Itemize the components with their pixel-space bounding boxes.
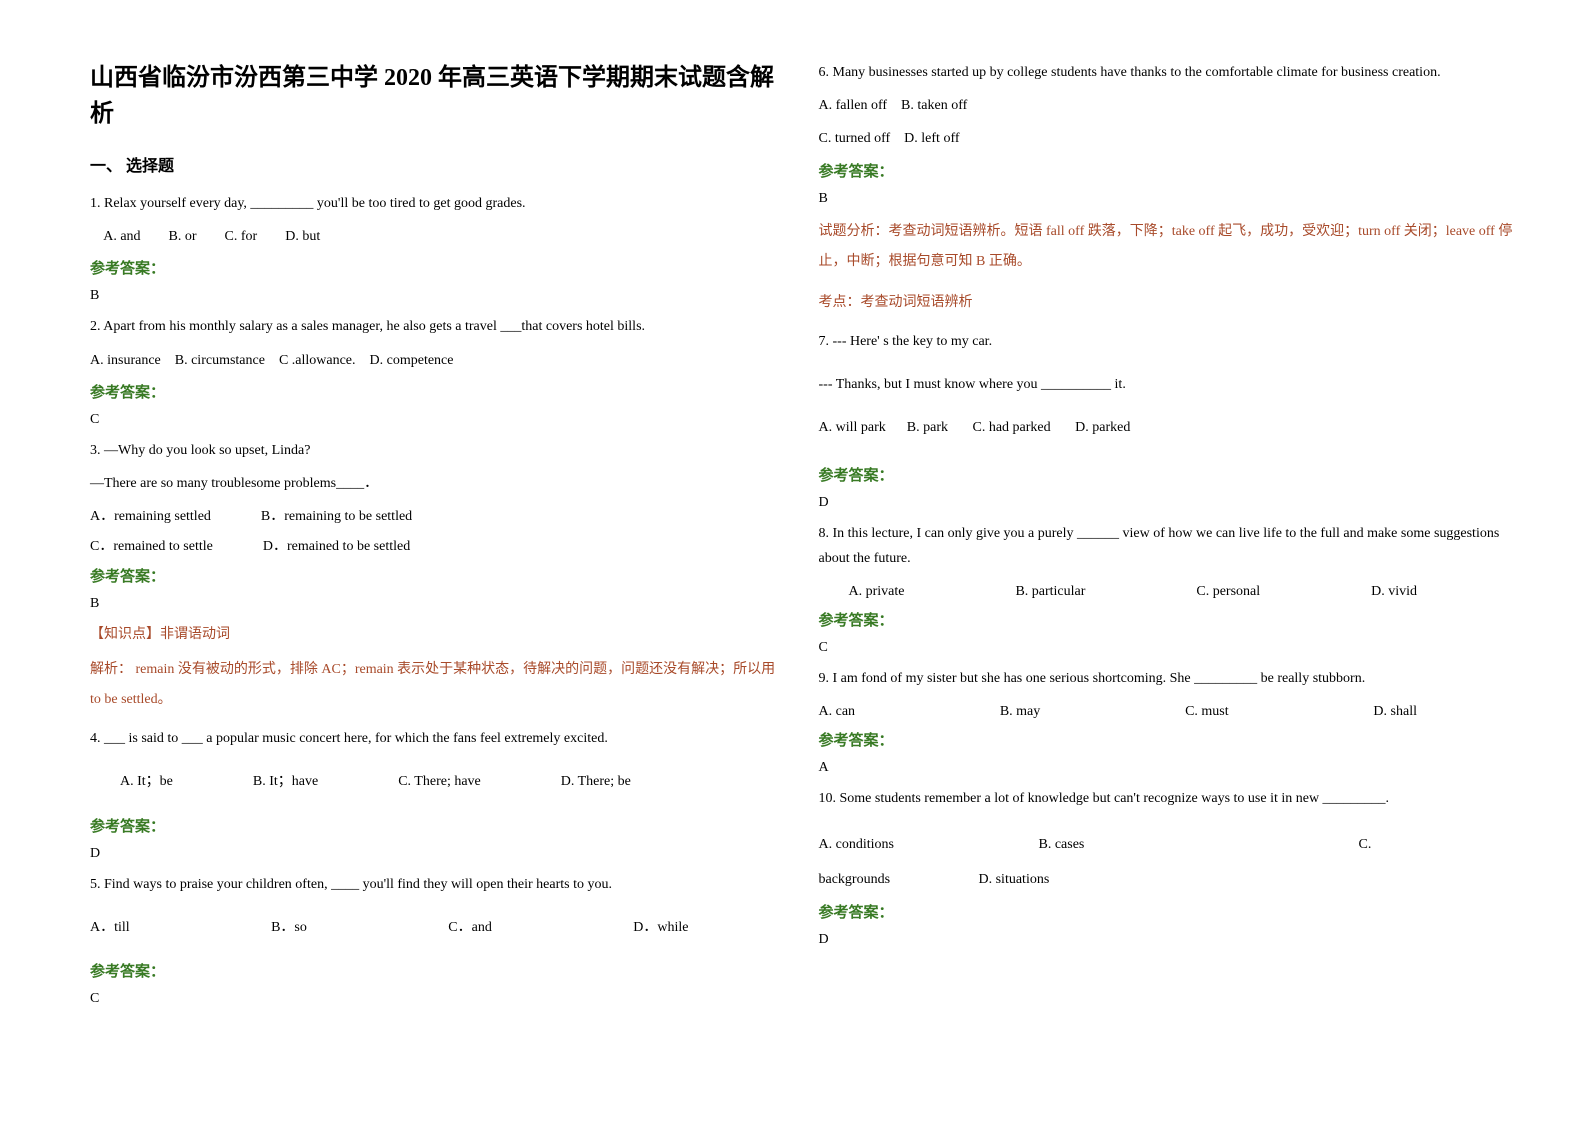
q3-line2: —There are so many troublesome problems_… [90, 471, 789, 496]
q8-optD: D. vivid [1371, 579, 1417, 604]
q2-options: A. insurance B. circumstance C .allowanc… [90, 348, 789, 373]
q2-answer: C [90, 412, 789, 428]
q5-optA: A．till [90, 915, 130, 940]
q10-optB: B. cases [1039, 830, 1359, 861]
q4-optD: D. There; be [561, 769, 631, 794]
q10-text: 10. Some students remember a lot of know… [819, 786, 1518, 811]
q5-optC: C．and [448, 915, 492, 940]
q5-options: A．till B．so C．and D．while [90, 915, 789, 940]
right-column: 6. Many businesses started up by college… [819, 60, 1548, 1082]
q3-knowledge: 【知识点】非谓语动词 [90, 622, 789, 647]
q3-analysis: 解析： remain 没有被动的形式，排除 AC；remain 表示处于某种状态… [90, 655, 789, 717]
q3-optD: D．remained to be settled [263, 534, 410, 559]
q9-text: 9. I am fond of my sister but she has on… [819, 666, 1518, 691]
q3-optC: C．remained to settle [90, 534, 213, 559]
answer-label: 参考答案： [819, 901, 1518, 922]
answer-label: 参考答案： [90, 565, 789, 586]
q10-options-row2: backgrounds D. situations [819, 865, 1518, 896]
q4-optC: C. There; have [398, 769, 481, 794]
q5-text: 5. Find ways to praise your children oft… [90, 872, 789, 897]
q8-optB: B. particular [1015, 579, 1085, 604]
answer-label: 参考答案： [90, 815, 789, 836]
q10-optC: C. [1359, 830, 1372, 861]
q9-optA: A. can [819, 699, 856, 724]
q9-optC: C. must [1185, 699, 1229, 724]
q8-optC: C. personal [1196, 579, 1260, 604]
document-title: 山西省临汾市汾西第三中学 2020 年高三英语下学期期末试题含解析 [90, 60, 789, 132]
q1-text: 1. Relax yourself every day, _________ y… [90, 191, 789, 216]
q6-answer: B [819, 191, 1518, 207]
q4-answer: D [90, 846, 789, 862]
q5-optD: D．while [633, 915, 688, 940]
q9-optB: B. may [1000, 699, 1040, 724]
q10-options-row1: A. conditions B. cases C. [819, 830, 1518, 861]
answer-label: 参考答案： [819, 729, 1518, 750]
q7-answer: D [819, 495, 1518, 511]
q9-optD: D. shall [1373, 699, 1417, 724]
q3-optA: A．remaining settled [90, 504, 211, 529]
q6-analysis1: 试题分析：考查动词短语辨析。短语 fall off 跌落，下降；take off… [819, 217, 1518, 279]
q4-optB: B. It；have [253, 769, 318, 794]
answer-label: 参考答案： [819, 160, 1518, 181]
q3-line1: 3. —Why do you look so upset, Linda? [90, 438, 789, 463]
q3-optB: B．remaining to be settled [261, 504, 412, 529]
q1-options: A. and B. or C. for D. but [90, 224, 789, 249]
answer-label: 参考答案： [819, 464, 1518, 485]
q4-text: 4. ___ is said to ___ a popular music co… [90, 726, 789, 751]
q10-optA: A. conditions [819, 830, 1039, 861]
left-column: 山西省临汾市汾西第三中学 2020 年高三英语下学期期末试题含解析 一、 选择题… [90, 60, 819, 1082]
q10-optD: D. situations [979, 865, 1050, 896]
q5-answer: C [90, 991, 789, 1007]
q8-optA: A. private [849, 579, 905, 604]
q9-options: A. can B. may C. must D. shall [819, 699, 1518, 724]
q7-line2: --- Thanks, but I must know where you __… [819, 372, 1518, 397]
q9-answer: A [819, 760, 1518, 776]
q3-options-row2: C．remained to settle D．remained to be se… [90, 534, 789, 559]
q7-options: A. will park B. park C. had parked D. pa… [819, 415, 1518, 440]
answer-label: 参考答案： [90, 257, 789, 278]
q2-text: 2. Apart from his monthly salary as a sa… [90, 314, 789, 339]
q8-options: A. private B. particular C. personal D. … [819, 579, 1518, 604]
q8-answer: C [819, 640, 1518, 656]
q10-optC2: backgrounds [819, 865, 979, 896]
q3-answer: B [90, 596, 789, 612]
q1-answer: B [90, 288, 789, 304]
answer-label: 参考答案： [90, 381, 789, 402]
q4-optA: A. It；be [120, 769, 173, 794]
q8-text: 8. In this lecture, I can only give you … [819, 521, 1518, 571]
q6-opts1: A. fallen off B. taken off [819, 93, 1518, 118]
q4-options: A. It；be B. It；have C. There; have D. Th… [90, 769, 789, 794]
q10-answer: D [819, 932, 1518, 948]
answer-label: 参考答案： [90, 960, 789, 981]
q5-optB: B．so [271, 915, 307, 940]
q7-line1: 7. --- Here' s the key to my car. [819, 329, 1518, 354]
q3-options-row1: A．remaining settled B．remaining to be se… [90, 504, 789, 529]
q6-analysis2: 考点：考查动词短语辨析 [819, 288, 1518, 319]
q6-text: 6. Many businesses started up by college… [819, 60, 1518, 85]
q6-opts2: C. turned off D. left off [819, 126, 1518, 151]
answer-label: 参考答案： [819, 609, 1518, 630]
section-heading: 一、 选择题 [90, 152, 789, 176]
